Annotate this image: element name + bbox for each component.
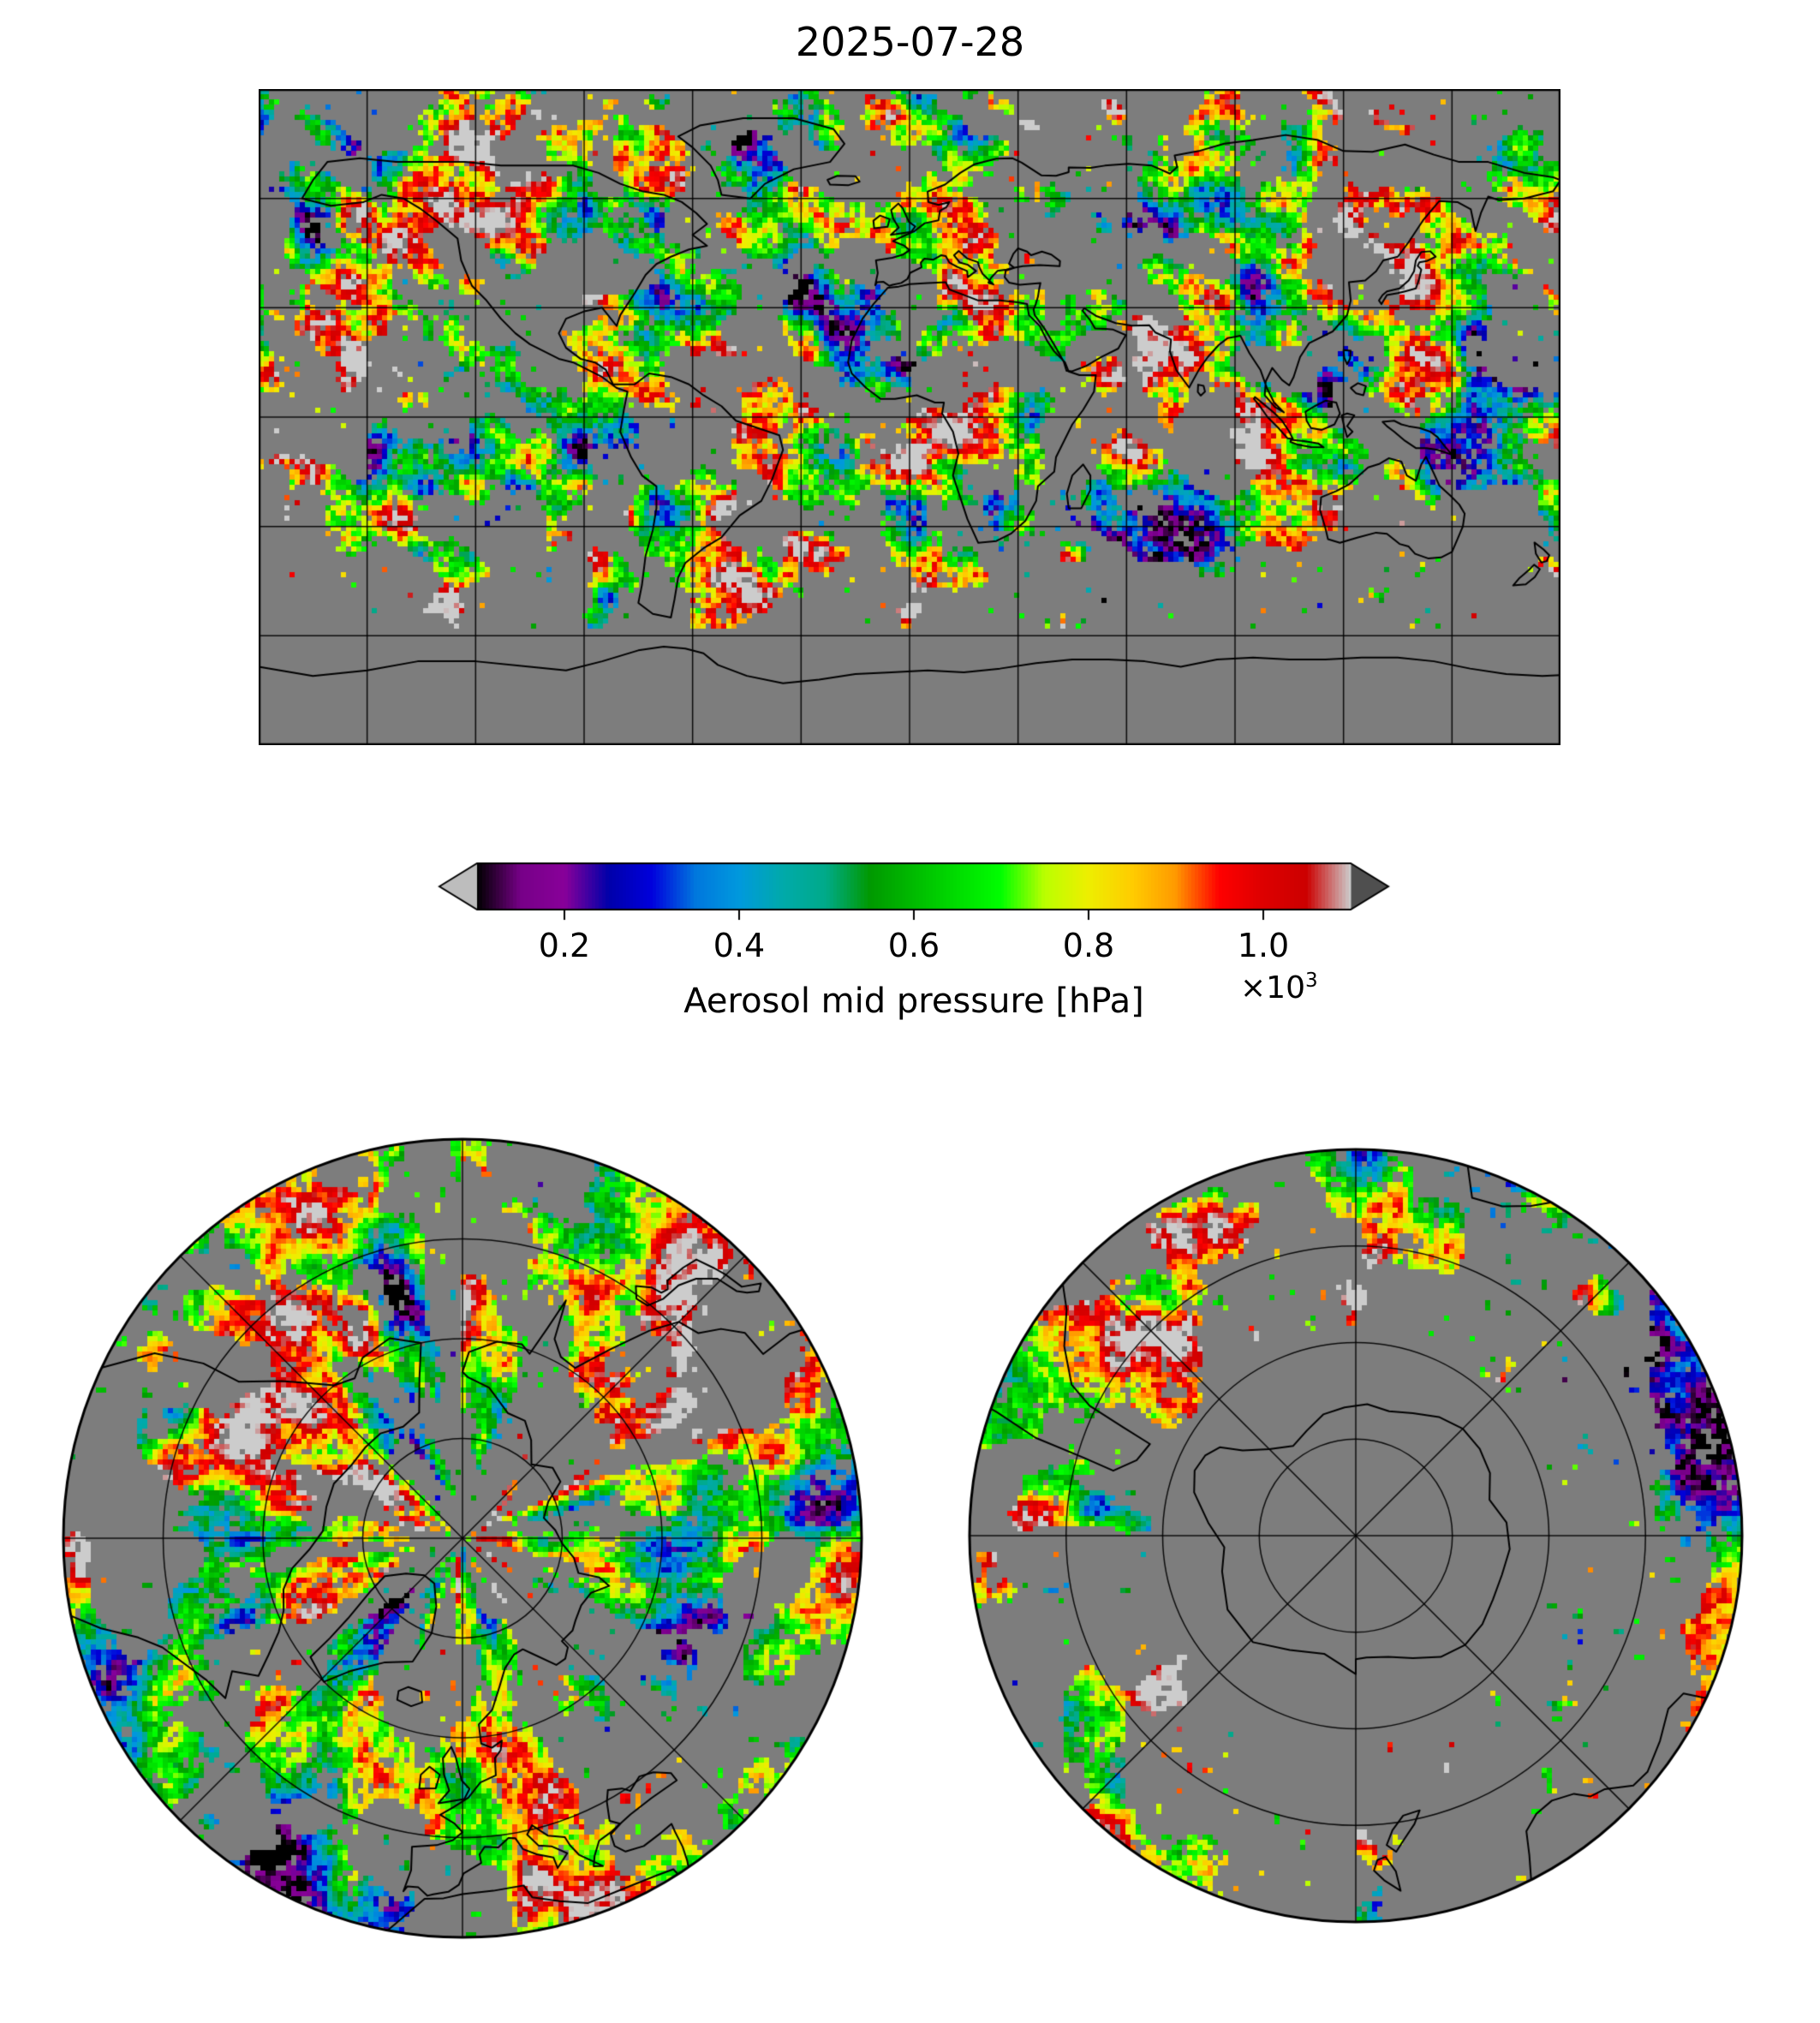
colorbar-tick-label: 0.2 [538,927,591,964]
north-polar-map [60,1136,865,1941]
colorbar-tick-label: 0.8 [1062,927,1115,964]
south-polar-map [966,1146,1745,1925]
colorbar-scale-base: ×10 [1240,970,1305,1006]
colorbar-tick-label: 0.6 [887,927,940,964]
colorbar-axis-label: Aerosol mid pressure [hPa] [683,982,1144,1021]
global-map [259,89,1560,745]
colorbar-scale-factor: ×103 [1240,970,1318,1006]
colorbar-tick-label: 1.0 [1237,927,1290,964]
colorbar [433,858,1395,922]
colorbar-tick-label: 0.4 [713,927,766,964]
colorbar-scale-exponent: 3 [1304,970,1318,992]
figure-title: 2025-07-28 [795,19,1025,65]
